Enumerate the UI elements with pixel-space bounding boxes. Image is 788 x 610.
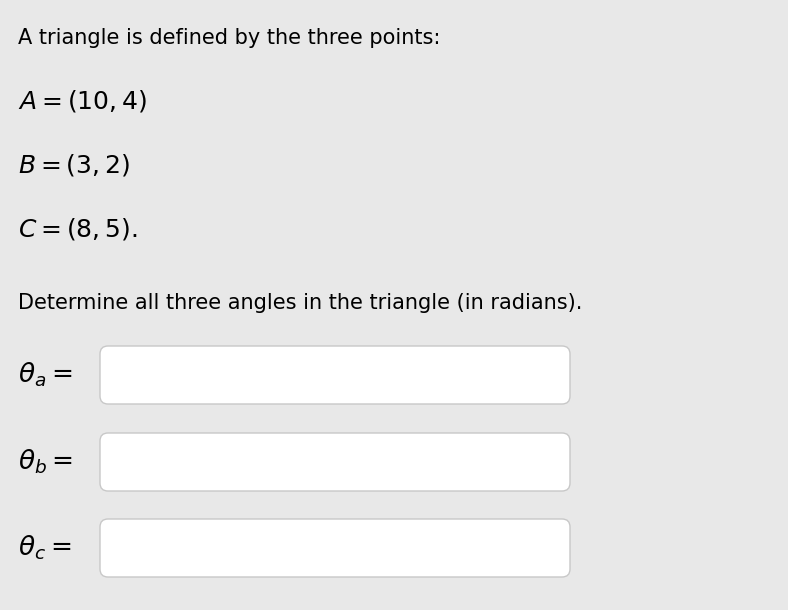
- Text: $C = (8, 5).$: $C = (8, 5).$: [18, 216, 138, 242]
- FancyBboxPatch shape: [100, 433, 570, 491]
- Text: $\theta_a =$: $\theta_a =$: [18, 361, 72, 389]
- FancyBboxPatch shape: [100, 346, 570, 404]
- Text: $\theta_c =$: $\theta_c =$: [18, 534, 72, 562]
- Text: A triangle is defined by the three points:: A triangle is defined by the three point…: [18, 28, 440, 48]
- Text: Determine all three angles in the triangle (in radians).: Determine all three angles in the triang…: [18, 293, 582, 313]
- Text: $B = (3, 2)$: $B = (3, 2)$: [18, 152, 130, 178]
- Text: $A = (10, 4)$: $A = (10, 4)$: [18, 88, 147, 114]
- Text: $\theta_b =$: $\theta_b =$: [18, 448, 73, 476]
- FancyBboxPatch shape: [100, 519, 570, 577]
